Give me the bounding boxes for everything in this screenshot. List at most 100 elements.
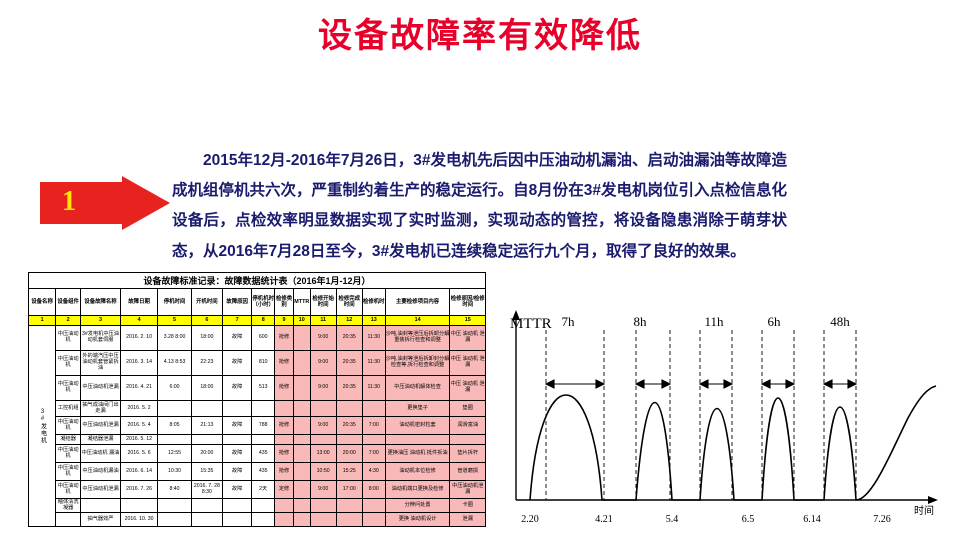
cell-date: 2016. 5. 2 [119,400,159,417]
cell-stop-time [157,434,192,445]
cell-repair-cause [449,434,486,445]
cell-mttr [292,498,311,513]
annotation-label: 48h [830,314,850,329]
cell-downhours: 2天 [251,480,276,499]
annotation-arrow-group [544,379,858,389]
cell-start-time: 21:13 [190,416,224,435]
cell-repair-start [309,498,337,513]
cell-date: 2016. 3. 14 [119,350,159,376]
col-header: MTTR [292,288,311,316]
cell-stop-time: 8:40 [157,480,192,499]
table-row: 抽气器效严 2016. 10. 30 更换 油动机设计 泄漏 [29,512,486,527]
table-caption: 设备故障标准记录：故障数据统计表（2016年1月-12月） [28,272,486,288]
cell-repair-start: 13:00 [309,444,337,463]
cell-repair-type: 抢修 [274,444,294,463]
cell-component: 中压油动机 [55,325,82,351]
col-header: 设备组件 [55,288,82,316]
cell-repair-cause: 中压 油动机 泄漏 [449,325,486,351]
cell-fault-name: 中压油动机泄漏 [80,375,121,401]
cell-mttr [292,416,311,435]
table-row: 凝结器 凝结器泄漏 2016. 5. 12 [29,434,486,445]
cell-start-time: 22:23 [190,350,224,376]
col-number: 2 [55,315,82,326]
col-header: 设备故障名称 [80,288,121,316]
cell-fault-name: 中压油动机 漏油 [80,444,121,463]
table-row: 釉体清洗凝器 分辨问处置 卡圈 [29,498,486,513]
fault-statistics-table: 设备名称 设备组件 设备故障名称 故障日期 停机时间 开机时间 故障原因 停机机… [28,288,486,527]
col-header: 停机时间 [157,288,192,316]
x-tick-label: 5.4 [666,514,679,525]
cell-repair-cause: 垫片拆杆 [449,444,486,463]
cell-stop-time [157,498,192,513]
cell-mttr [292,480,311,499]
cell-repair-end: 20:35 [335,416,363,435]
cell-repair-content: 油动机端口更换及检修 [384,480,451,499]
cell-mttr [292,512,311,527]
cell-stop-time: 10:30 [157,462,192,481]
cell-start-time [190,498,224,513]
cell-fault-name: 外的端汽压中压油动机套管紧拆油 [80,350,121,376]
cell-stop-time: 12:55 [157,444,192,463]
cell-repair-cause: 中压油动机泄漏 [449,480,486,499]
cell-stop-time: 3.28 8:00 [157,325,192,351]
x-tick-label: 4.21 [595,514,613,525]
cell-repair-type: 抢修 [274,462,294,481]
cell-repair-content: 油动机本位检修 [384,462,451,481]
cell-stop-time: 4.13 8:53 [157,350,192,376]
equipment-group-label: 3#发电机 [28,325,57,527]
cell-repair-hours: 11:30 [361,375,386,401]
table-number-row: 1 2 3 4 5 6 7 8 9 10 11 12 13 14 15 [28,315,486,326]
cell-date [119,498,159,513]
cell-downhours: 435 [251,444,276,463]
table-row: 工控机组 抽气成油间门出走漏 2016. 5. 2 更换垫子 垫圈 [29,400,486,417]
col-header: 故障原因 [222,288,253,316]
cell-start-time: 20:00 [190,444,224,463]
cell-reason: 故障 [222,462,253,481]
cell-reason: 故障 [222,375,253,401]
cell-repair-content: 沙吨,油封等泄压后拆卸分解重装拆行检查和调整 [384,325,451,351]
cell-repair-hours: 11:30 [361,325,386,351]
table-header-row: 设备名称 设备组件 设备故障名称 故障日期 停机时间 开机时间 故障原因 停机机… [28,288,486,316]
col-header: 设备名称 [28,288,57,316]
cell-repair-hours: 7:00 [361,444,386,463]
annotation-label: 7h [562,314,576,329]
cell-repair-hours [361,434,386,445]
cell-repair-end: 15:25 [335,462,363,481]
cell-component: 中压油动机 [55,416,82,435]
col-header: 检修开始时间 [309,288,337,316]
cell-date: 2016. 6. 14 [119,462,159,481]
col-number: 1 [28,315,57,326]
cell-downhours: 513 [251,375,276,401]
cell-repair-type: 抢修 [274,375,294,401]
cell-repair-start: 9:00 [309,375,337,401]
cell-repair-end: 20:35 [335,325,363,351]
cell-repair-type [274,400,294,417]
y-axis-arrow-icon [512,310,520,320]
cell-stop-time: 6:00 [157,375,192,401]
cell-repair-start [309,434,337,445]
col-number: 11 [309,315,337,326]
col-number: 4 [119,315,159,326]
annotation-label: 8h [634,314,648,329]
cell-component: 中压油动机 [55,462,82,481]
cell-repair-cause: 中压 油动机 泄漏 [449,350,486,376]
cell-repair-cause: 润滑富油 [449,416,486,435]
cell-repair-start [309,512,337,527]
cell-fault-name: 3#发电机中压油动机套伺服 [80,325,121,351]
cell-component: 釉体清洗凝器 [55,498,82,513]
cell-repair-type [274,512,294,527]
arrow-head-icon [122,176,170,230]
cell-start-time [190,512,224,527]
col-header: 检修完成时间 [335,288,363,316]
col-header: 故障日期 [119,288,159,316]
cell-date: 2016. 5. 4 [119,416,159,435]
cell-repair-type: 抢修 [274,350,294,376]
col-header: 主要检修项目内容 [384,288,451,316]
cell-fault-name: 中压油动机泄漏 [80,416,121,435]
cell-repair-hours: 11:30 [361,350,386,376]
table-row: 中压油动机 中压油动机漏油 2016. 6. 14 10:30 15:35 故障… [29,462,486,481]
step-number: 1 [62,186,76,217]
cell-downhours: 600 [251,325,276,351]
cell-repair-content: 分辨问处置 [384,498,451,513]
cell-reason [222,400,253,417]
